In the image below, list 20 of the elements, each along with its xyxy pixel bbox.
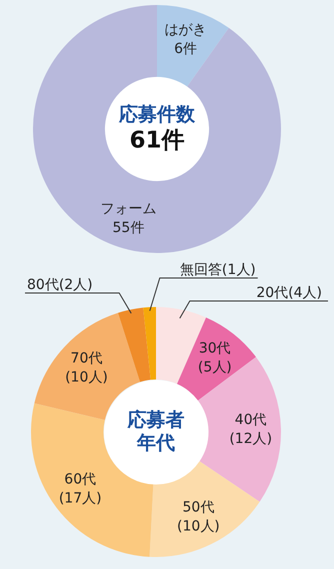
data-label: (5人) <box>198 359 232 376</box>
slice-label: 30代 <box>198 340 231 356</box>
slice-label: 60代 <box>64 472 96 488</box>
data-label: (10人) <box>65 369 108 386</box>
data-label: (12人) <box>229 431 272 448</box>
text: 61件 <box>128 126 186 154</box>
text: 応募者年代 <box>127 409 185 455</box>
slice-label: フォーム <box>100 201 156 218</box>
data-label: 6件 <box>174 41 198 58</box>
slice-label: 70代 <box>70 350 102 366</box>
slice-label: 無回答(1人) <box>180 262 256 278</box>
data-label: (10人) <box>176 518 220 534</box>
text: 応募件数 <box>119 104 195 126</box>
slice-label: 20代(4人) <box>256 285 322 301</box>
data-label: 55件 <box>112 220 144 236</box>
slice-label: 50代 <box>182 499 214 516</box>
slice-label: 80代(2人) <box>27 277 93 293</box>
data-label: (17人) <box>58 490 102 507</box>
slice-label: 40代 <box>234 412 267 428</box>
slice-label: はがき <box>164 22 207 38</box>
